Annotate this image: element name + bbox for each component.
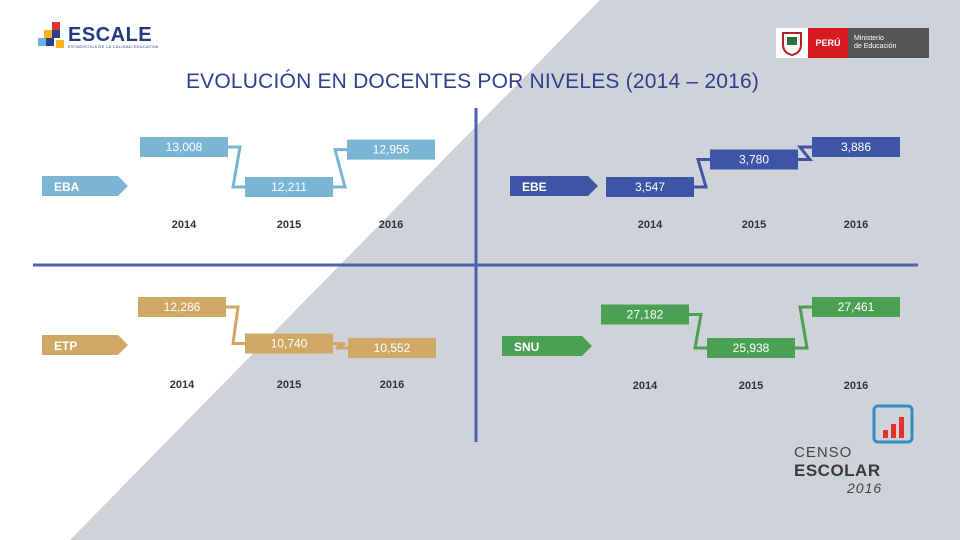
ministry-name: Ministerio de Educación	[848, 28, 929, 58]
ministry-name-line1: Ministerio	[854, 35, 884, 42]
x-tick-label: 2014	[638, 219, 663, 231]
panel-snu: SNU 27,182 2014 25,938 2015 27,461 2016	[502, 297, 900, 392]
series-tag-label: SNU	[514, 340, 539, 354]
data-label: 10,740	[271, 337, 308, 351]
x-tick-label: 2016	[379, 219, 403, 231]
series-tag-eba	[42, 176, 128, 196]
value-bar	[347, 139, 435, 160]
connector-line	[331, 148, 349, 189]
data-label: 12,211	[271, 180, 307, 194]
value-bar	[245, 177, 333, 197]
data-label: 12,286	[164, 300, 201, 314]
x-tick-label: 2015	[277, 379, 301, 391]
panel-eba: EBA 13,008 2014 12,211 2015 12,956 2016	[42, 137, 435, 231]
data-label: 13,008	[166, 140, 203, 154]
data-label: 12,956	[373, 143, 410, 157]
data-label: 3,780	[739, 153, 769, 167]
x-tick-label: 2014	[170, 379, 195, 391]
value-bar	[812, 137, 900, 157]
censo-logo-line3: 2016	[847, 480, 883, 496]
escale-logo-subtitle: ESTADÍSTICA DE LA CALIDAD EDUCATIVA	[68, 44, 159, 49]
page-title: EVOLUCIÓN EN DOCENTES POR NIVELES (2014 …	[185, 70, 760, 93]
escale-logo-text: ESCALE	[68, 24, 153, 46]
x-tick-label: 2015	[277, 219, 301, 231]
connector-line	[793, 305, 814, 350]
series-tag-label: ETP	[54, 339, 77, 353]
connector-line	[331, 342, 350, 350]
data-label: 10,552	[374, 341, 411, 355]
value-bar	[138, 297, 226, 317]
x-tick-label: 2014	[172, 219, 197, 231]
data-label: 25,938	[733, 341, 770, 355]
x-tick-label: 2015	[739, 380, 763, 392]
data-label: 27,182	[627, 308, 664, 322]
coat-of-arms-icon	[782, 32, 802, 56]
connector-line	[687, 313, 709, 350]
data-label: 27,461	[838, 300, 875, 314]
value-bar	[601, 304, 689, 325]
value-bar	[710, 149, 798, 170]
series-tag-label: EBA	[54, 180, 80, 194]
value-bar	[140, 137, 228, 157]
x-tick-label: 2016	[380, 379, 404, 391]
value-bar	[812, 297, 900, 317]
panel-etp: ETP 12,286 2014 10,740 2015 10,552 2016	[42, 297, 436, 391]
value-bar	[606, 177, 694, 197]
gray-diagonal-panel	[70, 0, 960, 540]
value-bar	[348, 338, 436, 358]
ministry-country: PERÚ	[808, 28, 848, 58]
data-label: 3,547	[635, 180, 665, 194]
censo-logo-line1: CENSO	[794, 444, 853, 461]
series-tag-snu	[502, 336, 592, 356]
value-bar	[245, 333, 333, 354]
ministry-name-line2: de Educación	[854, 43, 897, 50]
escale-logo-icon	[38, 22, 64, 48]
connector-line	[224, 305, 247, 346]
ministry-logo: PERÚ Ministerio de Educación	[776, 28, 929, 58]
censo-logo-line2: ESCOLAR	[794, 461, 881, 480]
x-tick-label: 2016	[844, 380, 868, 392]
connector-line	[796, 145, 814, 162]
panel-ebe: EBE 3,547 2014 3,780 2015 3,886 2016	[510, 137, 900, 231]
x-tick-label: 2015	[742, 219, 766, 231]
series-tag-etp	[42, 335, 128, 355]
data-label: 3,886	[841, 140, 871, 154]
connector-line	[226, 145, 247, 189]
value-bar	[707, 338, 795, 358]
x-tick-label: 2016	[844, 219, 868, 231]
censo-book-chart-icon	[872, 404, 914, 444]
connector-line	[692, 158, 712, 189]
series-tag-ebe	[510, 176, 598, 196]
x-tick-label: 2014	[633, 380, 658, 392]
series-tag-label: EBE	[522, 180, 547, 194]
